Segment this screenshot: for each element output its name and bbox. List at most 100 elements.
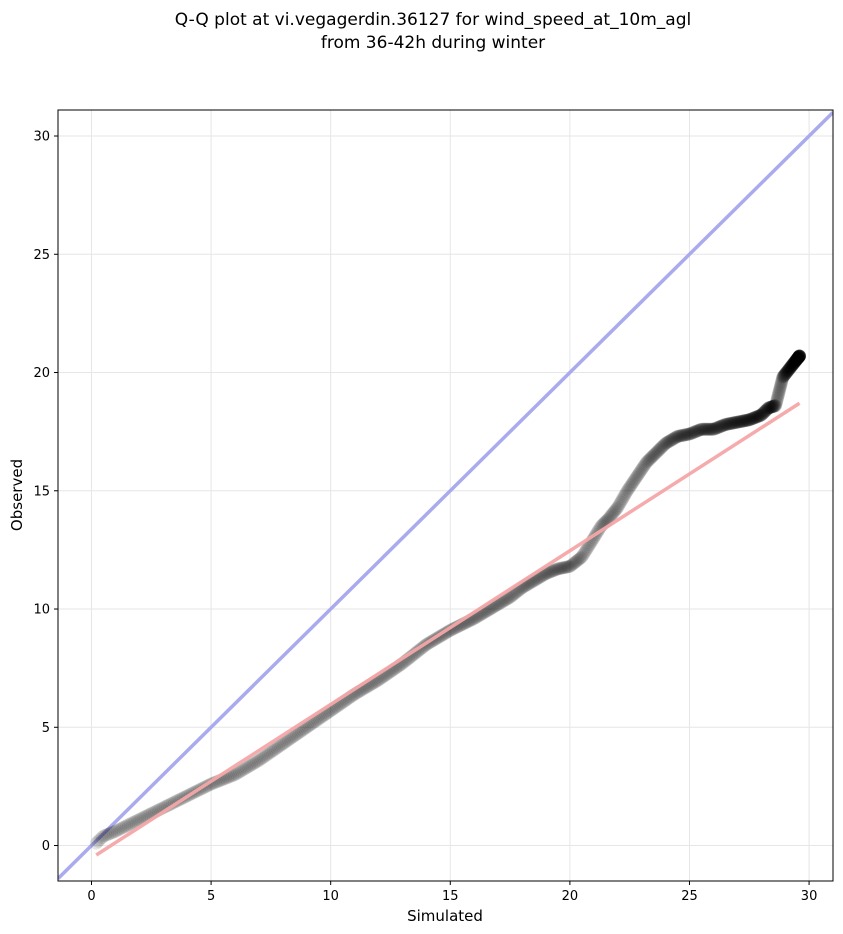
qq-point [555, 561, 569, 575]
qq-point [740, 413, 754, 427]
qq-point [783, 361, 797, 375]
qq-point [791, 351, 805, 365]
qq-point [697, 422, 711, 436]
qq-point [792, 350, 806, 364]
qq-point [731, 415, 745, 429]
qq-point [792, 350, 806, 364]
qq-point [503, 590, 517, 604]
qq-point [669, 430, 683, 444]
qq-point [757, 405, 771, 419]
qq-point [637, 459, 651, 473]
qq-point [764, 400, 778, 414]
qq-point [770, 391, 784, 405]
qq-point [263, 746, 277, 760]
qq-point [739, 413, 753, 427]
qq-point [624, 479, 638, 493]
y-tick-label: 25 [33, 248, 50, 263]
qq-point [236, 763, 250, 777]
qq-point [224, 769, 238, 783]
qq-point [705, 422, 719, 436]
qq-point [502, 591, 516, 605]
qq-point [707, 422, 721, 436]
qq-point [705, 422, 719, 436]
qq-point [717, 418, 731, 432]
qq-point [630, 469, 644, 483]
qq-point [641, 454, 655, 468]
qq-point [748, 410, 762, 424]
qq-point [644, 451, 658, 465]
qq-point [661, 435, 675, 449]
qq-point [765, 400, 779, 414]
qq-point [298, 722, 312, 736]
qq-point [652, 443, 666, 457]
qq-point [504, 589, 518, 603]
qq-point [720, 417, 734, 431]
qq-point [499, 592, 513, 606]
qq-point [703, 422, 717, 436]
qq-point [557, 561, 571, 575]
qq-point [606, 507, 620, 521]
qq-point [748, 411, 762, 425]
qq-point [608, 504, 622, 518]
qq-point [501, 592, 515, 606]
qq-point [789, 353, 803, 367]
qq-point [770, 394, 784, 408]
qq-point [129, 814, 143, 828]
qq-point [635, 462, 649, 476]
qq-point [645, 450, 659, 464]
qq-point [682, 427, 696, 441]
qq-point [118, 820, 132, 834]
qq-point [791, 350, 805, 364]
qq-point [549, 563, 563, 577]
qq-point [574, 551, 588, 565]
qq-point [755, 408, 769, 422]
qq-point [792, 349, 806, 363]
qq-point [783, 361, 797, 375]
qq-point [234, 764, 248, 778]
qq-point [744, 412, 758, 426]
qq-point [761, 402, 775, 416]
qq-point [695, 422, 709, 436]
chart-title-line-1: Q-Q plot at vi.vegagerdin.36127 for wind… [175, 10, 691, 30]
qq-point [266, 743, 280, 757]
qq-point [551, 562, 565, 576]
qq-point [757, 406, 771, 420]
qq-point [691, 424, 705, 438]
qq-point [131, 813, 145, 827]
qq-point [655, 440, 669, 454]
qq-point [790, 352, 804, 366]
qq-point [781, 364, 795, 378]
qq-point [736, 414, 750, 428]
qq-point [114, 822, 128, 836]
qq-point [789, 354, 803, 368]
qq-point [275, 738, 289, 752]
qq-point [547, 563, 561, 577]
qq-point [552, 562, 566, 576]
qq-point [768, 399, 782, 413]
qq-point [718, 418, 732, 432]
qq-point [690, 424, 704, 438]
qq-point [93, 832, 107, 846]
qq-point [791, 351, 805, 365]
qq-point [270, 741, 284, 755]
qq-point [286, 730, 300, 744]
qq-point [792, 349, 806, 363]
qq-point [278, 735, 292, 749]
qq-point [689, 424, 703, 438]
qq-point [246, 757, 260, 771]
qq-point [558, 560, 572, 574]
qq-point [741, 413, 755, 427]
qq-point [604, 509, 618, 523]
identity-line-layer [58, 111, 833, 880]
qq-point [253, 753, 267, 767]
qq-point [777, 368, 791, 382]
qq-point [728, 416, 742, 430]
qq-point [789, 353, 803, 367]
qq-point [793, 349, 807, 363]
qq-point [759, 403, 773, 417]
qq-point [733, 415, 747, 429]
qq-point [792, 349, 806, 363]
qq-point [696, 422, 710, 436]
qq-point [95, 831, 109, 845]
qq-point [562, 560, 576, 574]
